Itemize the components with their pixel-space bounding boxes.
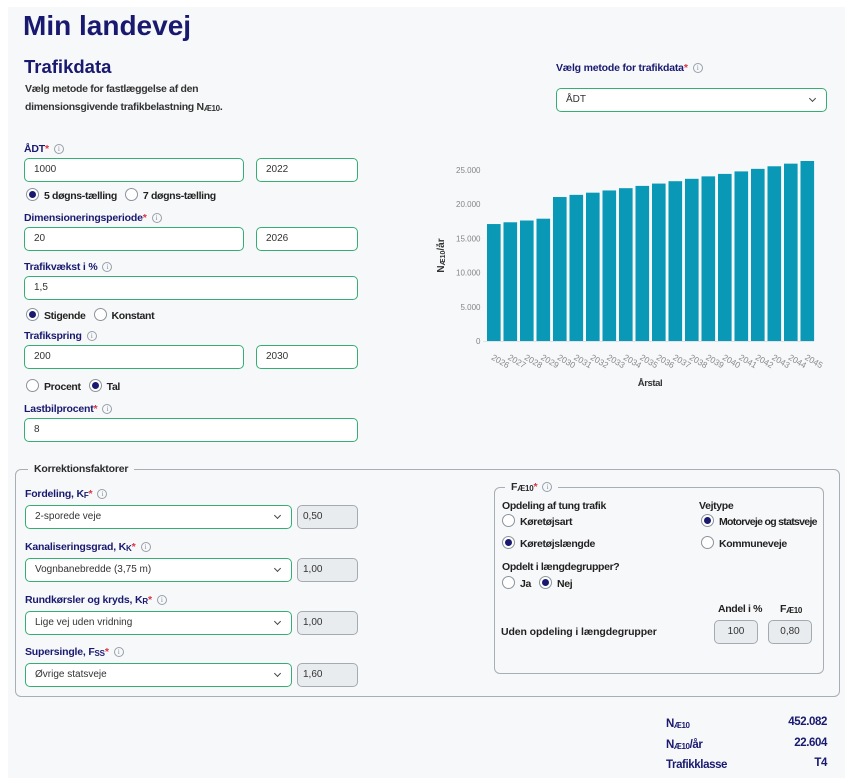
svg-text:15.000: 15.000 xyxy=(456,234,481,243)
svg-text:20.000: 20.000 xyxy=(456,200,481,209)
svg-text:10.000: 10.000 xyxy=(456,269,481,278)
svg-text:2045: 2045 xyxy=(803,352,825,370)
svg-text:NÆ10/år: NÆ10/år xyxy=(436,238,447,272)
svg-text:5.000: 5.000 xyxy=(460,303,481,312)
svg-text:25.000: 25.000 xyxy=(456,166,481,175)
svg-text:0: 0 xyxy=(476,337,481,346)
svg-text:Årstal: Årstal xyxy=(638,378,663,389)
